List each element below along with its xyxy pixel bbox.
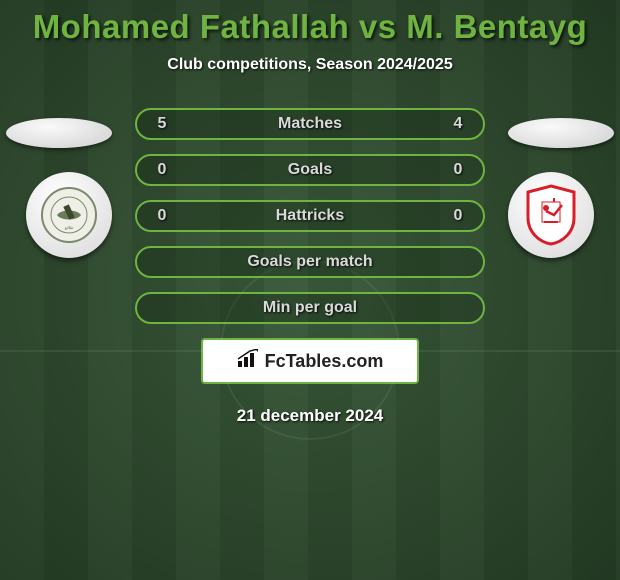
stat-row: 0 Hattricks 0 — [135, 200, 485, 232]
field-halfway-line — [0, 350, 620, 352]
stat-label: Hattricks — [187, 207, 433, 225]
player-left-photo — [6, 118, 112, 148]
stat-left-value: 0 — [137, 161, 187, 179]
player-left-club-badge: طلائع — [26, 172, 112, 258]
player-right-photo — [508, 118, 614, 148]
stat-left-value: 0 — [137, 207, 187, 225]
comparison-subtitle: Club competitions, Season 2024/2025 — [0, 56, 620, 74]
stat-row: Goals per match — [135, 246, 485, 278]
comparison-title: Mohamed Fathallah vs M. Bentayg — [0, 0, 620, 46]
stat-right-value: 4 — [433, 115, 483, 133]
player-left: طلائع — [0, 118, 120, 258]
stat-label: Matches — [187, 115, 433, 133]
stat-row: 0 Goals 0 — [135, 154, 485, 186]
club-crest-left-icon: طلائع — [41, 187, 97, 243]
stat-label: Goals per match — [187, 253, 433, 271]
stat-left-value: 5 — [137, 115, 187, 133]
stat-label: Goals — [187, 161, 433, 179]
svg-text:طلائع: طلائع — [65, 225, 74, 230]
stat-row: Min per goal — [135, 292, 485, 324]
stat-label: Min per goal — [187, 299, 433, 317]
club-crest-right-icon — [524, 184, 578, 246]
stat-row: 5 Matches 4 — [135, 108, 485, 140]
stat-right-value: 0 — [433, 207, 483, 225]
stat-right-value: 0 — [433, 161, 483, 179]
player-right-club-badge — [508, 172, 594, 258]
player-right — [500, 118, 620, 258]
